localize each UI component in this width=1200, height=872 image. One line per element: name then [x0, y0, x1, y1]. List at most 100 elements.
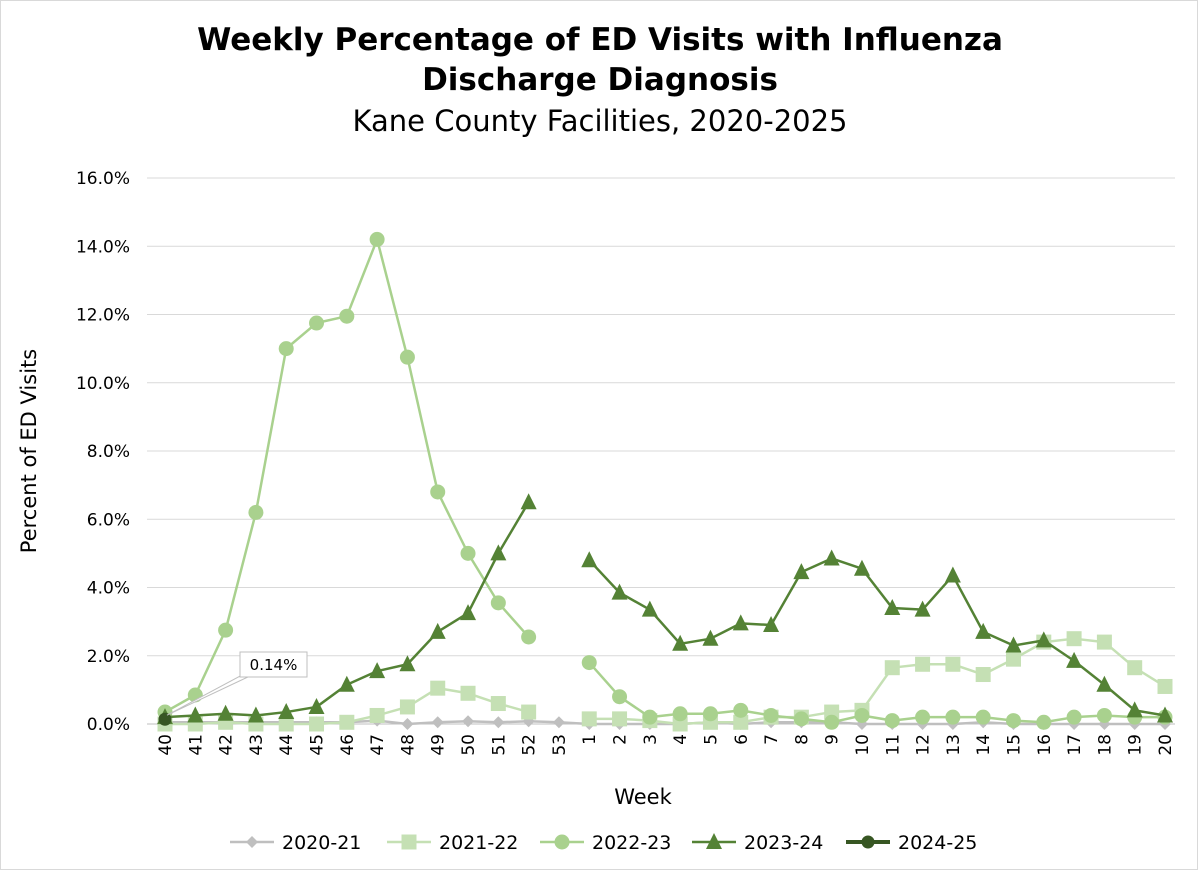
data-point [884, 598, 901, 615]
data-point [158, 712, 172, 726]
data-point [460, 545, 476, 561]
data-point [554, 834, 570, 850]
data-point [248, 504, 264, 520]
data-point [1127, 660, 1143, 676]
data-point [611, 583, 628, 600]
x-tick-label: 42 [217, 734, 237, 756]
data-point [915, 709, 931, 725]
data-point [1066, 651, 1083, 668]
data-point [521, 629, 537, 645]
x-tick-label: 50 [459, 734, 479, 756]
x-tick-label: 46 [338, 734, 358, 756]
x-tick-label: 2 [611, 734, 631, 745]
data-point [733, 714, 749, 730]
data-point [369, 662, 386, 679]
legend-label: 2024-25 [898, 832, 977, 854]
data-point [187, 706, 204, 723]
y-tick-label: 8.0% [87, 442, 130, 462]
data-point [490, 696, 506, 712]
legend-item-2022-23: 2022-23 [540, 832, 671, 854]
data-point [278, 341, 294, 357]
x-tick-label: 8 [792, 734, 812, 745]
legend: 2020-21 2021-22 2022-23 2023-24 2024-25 [230, 832, 977, 854]
data-point [763, 707, 779, 723]
data-point [945, 656, 961, 672]
legend-item-2024-25: 2024-25 [846, 832, 977, 854]
legend-item-2023-24: 2023-24 [692, 832, 823, 854]
data-point [218, 622, 234, 638]
y-tick-label: 12.0% [76, 306, 130, 326]
y-tick-label: 2.0% [87, 647, 130, 667]
x-tick-label: 9 [823, 734, 843, 745]
x-tick-label: 14 [974, 734, 994, 756]
data-point [278, 703, 295, 720]
x-tick-label: 5 [701, 734, 721, 745]
data-point [1126, 701, 1143, 718]
series-group [157, 231, 1173, 732]
x-tick-label: 3 [641, 734, 661, 745]
x-tick-label: 43 [247, 734, 267, 756]
x-tick-label: 53 [550, 734, 570, 756]
callout-box [239, 651, 308, 678]
x-tick-label: 1 [580, 734, 600, 745]
data-point [1096, 675, 1113, 692]
legend-item-2021-22: 2021-22 [387, 832, 518, 854]
data-point [581, 711, 597, 727]
x-tick-label: 10 [853, 734, 873, 756]
series-2023-24 [157, 493, 1173, 725]
series-line [588, 557, 1166, 717]
data-point [1157, 678, 1173, 694]
x-tick-label: 49 [429, 734, 449, 756]
x-tick-label: 52 [520, 734, 540, 756]
data-point [642, 709, 658, 725]
data-callout: 0.14% [166, 651, 308, 716]
x-tick-label: 6 [732, 734, 752, 745]
x-tick-label: 11 [883, 734, 903, 756]
data-point [672, 706, 688, 722]
data-point [824, 714, 840, 730]
data-point [884, 713, 900, 729]
series-2021-22 [157, 631, 1173, 732]
x-tick-label: 4 [671, 734, 691, 745]
x-tick-label: 20 [1156, 734, 1176, 756]
x-axis-title: Week [614, 785, 672, 809]
data-point [1096, 634, 1112, 650]
data-point [975, 667, 991, 683]
data-point [1157, 706, 1173, 723]
y-tick-label: 14.0% [76, 237, 130, 257]
data-point [702, 706, 718, 722]
data-point [853, 559, 870, 576]
data-point [581, 551, 598, 568]
x-tick-label: 15 [1004, 734, 1024, 756]
data-point [702, 629, 719, 646]
data-point [793, 711, 809, 727]
chart-title-line1: Weekly Percentage of ED Visits with Infl… [197, 22, 1003, 58]
data-point [309, 315, 325, 331]
data-point [490, 544, 507, 561]
data-point [793, 563, 810, 580]
data-point [612, 711, 628, 727]
data-point [552, 716, 565, 729]
data-point [399, 699, 415, 715]
data-point [945, 709, 961, 725]
callout-pointer [166, 674, 252, 716]
data-point [430, 680, 446, 696]
data-point [854, 707, 870, 723]
x-tick-label: 47 [368, 734, 388, 756]
legend-label: 2020-21 [282, 832, 361, 854]
data-point [1005, 651, 1021, 667]
data-point [401, 834, 417, 850]
data-point [339, 308, 355, 324]
x-tick-label: 12 [914, 734, 934, 756]
gridlines [147, 177, 1175, 725]
data-point [339, 714, 355, 730]
data-point [915, 656, 931, 672]
series-2024-25 [158, 712, 172, 726]
data-point [975, 709, 991, 725]
x-tick-label: 18 [1095, 734, 1115, 756]
x-tick-label: 16 [1035, 734, 1055, 756]
data-point [944, 566, 961, 583]
x-tick-label: 41 [186, 734, 206, 756]
data-point [399, 655, 416, 672]
